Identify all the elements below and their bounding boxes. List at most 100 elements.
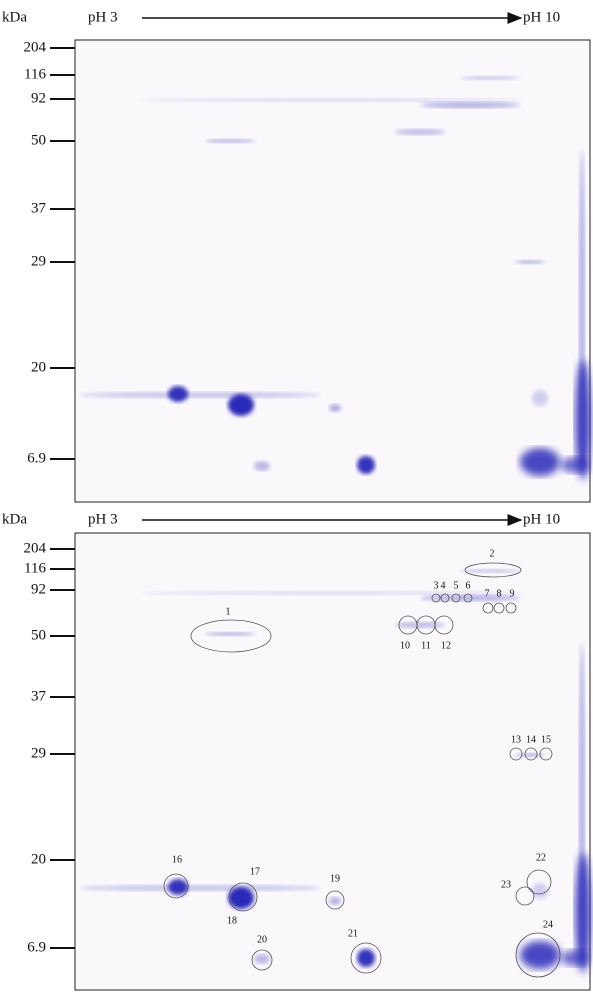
- marker-label: 29: [31, 253, 46, 269]
- protein-spot: [395, 622, 445, 628]
- protein-spot: [561, 457, 589, 473]
- spot-label: 18: [227, 915, 237, 926]
- protein-spot: [168, 386, 188, 402]
- protein-spot: [561, 950, 589, 966]
- protein-spot: [420, 102, 520, 108]
- spot-label: 4: [441, 580, 446, 591]
- spot-outline: [524, 747, 538, 761]
- spot-label: 3: [434, 580, 439, 591]
- spot-label: 2: [490, 548, 495, 559]
- marker-label: 116: [24, 560, 46, 576]
- spot-label: 1: [226, 606, 231, 617]
- unit-label: kDa: [2, 511, 27, 527]
- marker-label: 204: [24, 540, 47, 556]
- protein-spot: [532, 390, 548, 406]
- marker-label: 6.9: [27, 450, 46, 466]
- ph-start-label: pH 3: [88, 9, 118, 25]
- protein-spot: [329, 897, 341, 905]
- protein-spot: [254, 954, 270, 964]
- protein-spot: [140, 591, 520, 595]
- marker-label: 20: [31, 359, 46, 375]
- protein-spot: [575, 360, 591, 480]
- protein-spot: [80, 885, 320, 891]
- spot-outline: [509, 747, 523, 761]
- protein-spot: [395, 129, 445, 135]
- marker-label: 29: [31, 745, 46, 761]
- spot-label: 14: [526, 734, 536, 745]
- gel-spots: [80, 76, 591, 480]
- marker-label: 6.9: [27, 939, 46, 955]
- protein-spot: [420, 595, 520, 601]
- marker-label: 37: [31, 688, 47, 704]
- protein-spot: [205, 139, 255, 143]
- spot-label: 23: [501, 879, 511, 890]
- protein-spot: [254, 461, 270, 471]
- spot-label: 13: [511, 734, 521, 745]
- spot-label: 6: [466, 580, 471, 591]
- spot-outline: [464, 562, 522, 578]
- protein-spot: [532, 883, 548, 899]
- spot-outline: [505, 602, 517, 614]
- spot-outline: [515, 886, 535, 906]
- marker-label: 92: [31, 581, 46, 597]
- spot-outline: [539, 747, 553, 761]
- spot-label: 21: [348, 928, 358, 939]
- spot-outline: [440, 593, 450, 603]
- protein-spot: [357, 949, 375, 967]
- gel-spots: [80, 569, 591, 973]
- spot-outline: [463, 593, 473, 603]
- spot-label: 22: [536, 852, 546, 863]
- protein-spot: [205, 632, 255, 636]
- spot-label: 10: [400, 640, 410, 651]
- spot-outline: [526, 869, 552, 895]
- protein-spot: [168, 879, 188, 895]
- spot-label: 24: [543, 919, 553, 930]
- spot-outline: [350, 942, 382, 974]
- gel-background: [74, 532, 591, 991]
- protein-spot: [515, 260, 545, 264]
- spot-label: 7: [485, 588, 490, 599]
- marker-label: 37: [31, 200, 47, 216]
- spot-label: 17: [250, 866, 260, 877]
- protein-spot: [140, 98, 520, 102]
- marker-label: 20: [31, 851, 46, 867]
- marker-label: 50: [31, 627, 46, 643]
- spot-outline: [190, 619, 272, 653]
- spot-outline: [451, 593, 461, 603]
- spot-outline: [482, 602, 494, 614]
- spot-label: 9: [510, 588, 515, 599]
- protein-spot: [460, 76, 520, 80]
- spot-outline: [251, 949, 273, 971]
- spot-outline: [434, 615, 454, 635]
- spot-outline: [163, 873, 189, 899]
- spot-outline: [431, 593, 441, 603]
- gel-background: [74, 39, 591, 503]
- spot-label: 15: [541, 734, 551, 745]
- spot-label: 19: [330, 873, 340, 884]
- spot-label: 12: [441, 640, 451, 651]
- unit-label: kDa: [2, 9, 27, 25]
- protein-spot: [228, 887, 254, 909]
- spot-outline: [515, 932, 561, 978]
- spot-label: 20: [257, 934, 267, 945]
- protein-spot: [80, 392, 320, 398]
- ph-end-label: pH 10: [523, 9, 560, 25]
- marker-label: 50: [31, 132, 46, 148]
- spot-outline: [228, 882, 258, 912]
- marker-label: 92: [31, 90, 46, 106]
- protein-spot: [228, 394, 254, 416]
- spot-outline: [325, 890, 345, 910]
- marker-label: 204: [24, 39, 47, 55]
- spot-outline: [493, 602, 505, 614]
- protein-spot: [460, 569, 520, 573]
- ph-end-label: pH 10: [523, 511, 560, 527]
- spot-label: 11: [421, 640, 431, 651]
- protein-spot: [329, 404, 341, 412]
- spot-label: 16: [172, 854, 182, 865]
- marker-label: 116: [24, 66, 46, 82]
- spot-label: 5: [454, 580, 459, 591]
- ph-start-label: pH 3: [88, 511, 118, 527]
- protein-spot: [515, 753, 545, 757]
